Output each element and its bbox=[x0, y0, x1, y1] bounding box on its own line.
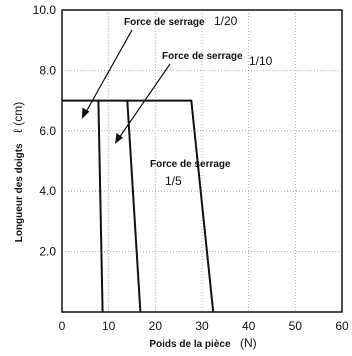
annotation-arrows bbox=[82, 29, 171, 144]
x-tick-label: 10 bbox=[102, 319, 116, 333]
series-line-1 bbox=[62, 99, 104, 313]
annotation-1-20-line1: Force de serrage bbox=[124, 17, 205, 28]
svg-text:Longueur des doigts ℓ (c: Longueur des doigts ℓ (cm) bbox=[9, 102, 26, 243]
annotation-1-5-line2: 1/5 bbox=[165, 174, 182, 188]
x-axis-label: Poids de la pièce bbox=[149, 339, 231, 350]
y-axis-unit: ℓ (cm) bbox=[11, 102, 25, 133]
grid bbox=[62, 10, 342, 312]
annotation-1-5: Force de serrage 1/5 bbox=[150, 159, 231, 188]
x-tick-label: 20 bbox=[149, 319, 163, 333]
annotation-1-10-line1: Force de serrage bbox=[162, 51, 243, 62]
annotation-1-20-line2: 1/20 bbox=[214, 14, 238, 28]
arrow-1-10-head bbox=[115, 133, 123, 144]
x-tick-label: 50 bbox=[289, 319, 303, 333]
tick-labels: 0 10 20 30 40 50 60 2.0 4.0 6.0 8.0 10.0 bbox=[33, 3, 349, 333]
annotation-1-20: Force de serrage 1/20 bbox=[124, 14, 238, 28]
series-line-3 bbox=[127, 99, 215, 313]
x-tick-label: 60 bbox=[335, 319, 349, 333]
series-lines bbox=[62, 99, 215, 313]
x-axis-title: Poids de la pièce (N) bbox=[149, 334, 256, 351]
y-tick-label: 6.0 bbox=[39, 124, 56, 138]
arrow-1-10-shaft bbox=[118, 63, 171, 139]
y-tick-label: 10.0 bbox=[33, 3, 57, 17]
y-axis-label: Longueur des doigts bbox=[14, 143, 25, 242]
y-axis-title: Longueur des doigts ℓ (cm) bbox=[9, 102, 26, 243]
arrow-1-20-shaft bbox=[85, 29, 133, 113]
annotation-1-10-line2: 1/10 bbox=[249, 54, 273, 68]
x-tick-label: 30 bbox=[195, 319, 209, 333]
x-tick-label: 0 bbox=[59, 319, 66, 333]
y-tick-label: 8.0 bbox=[39, 63, 56, 77]
plot-frame bbox=[61, 9, 343, 313]
x-axis-unit: (N) bbox=[240, 336, 257, 350]
y-tick-label: 2.0 bbox=[39, 245, 56, 259]
annotation-1-10: Force de serrage 1/10 bbox=[162, 51, 273, 68]
series-line-2 bbox=[98, 99, 142, 313]
annotation-1-5-line1: Force de serrage bbox=[150, 159, 231, 170]
arrow-1-20-head bbox=[82, 107, 90, 119]
x-tick-label: 40 bbox=[242, 319, 256, 333]
y-tick-label: 4.0 bbox=[39, 184, 56, 198]
